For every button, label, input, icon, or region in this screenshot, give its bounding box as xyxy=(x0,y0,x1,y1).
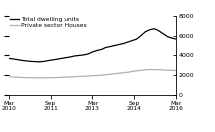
Private sector Houses xyxy=(166,69,169,71)
Private sector Houses xyxy=(12,76,14,78)
Private sector Houses xyxy=(104,74,107,76)
Total dwelling units xyxy=(91,51,94,53)
Private sector Houses xyxy=(175,70,178,71)
Total dwelling units xyxy=(12,58,14,60)
Private sector Houses xyxy=(74,76,76,77)
Private sector Houses xyxy=(29,77,32,79)
Total dwelling units xyxy=(166,36,169,37)
Total dwelling units xyxy=(21,60,23,61)
Total dwelling units xyxy=(82,54,85,56)
Private sector Houses xyxy=(16,76,19,78)
Line: Total dwelling units: Total dwelling units xyxy=(9,29,176,62)
Total dwelling units xyxy=(140,35,142,36)
Total dwelling units xyxy=(56,58,58,60)
Private sector Houses xyxy=(21,77,23,78)
Private sector Houses xyxy=(60,77,63,78)
Total dwelling units xyxy=(175,38,178,40)
Total dwelling units xyxy=(153,28,155,30)
Total dwelling units xyxy=(149,29,151,30)
Private sector Houses xyxy=(65,76,67,78)
Private sector Houses xyxy=(118,72,120,74)
Total dwelling units xyxy=(170,37,173,39)
Total dwelling units xyxy=(47,60,50,61)
Private sector Houses xyxy=(7,76,10,77)
Private sector Houses xyxy=(47,77,50,79)
Total dwelling units xyxy=(51,59,54,61)
Total dwelling units xyxy=(25,60,28,62)
Private sector Houses xyxy=(96,75,98,76)
Total dwelling units xyxy=(96,50,98,51)
Private sector Houses xyxy=(34,77,36,79)
Legend: Total dwelling units, Private sector Houses: Total dwelling units, Private sector Hou… xyxy=(10,17,87,28)
Private sector Houses xyxy=(140,69,142,71)
Private sector Houses xyxy=(170,70,173,71)
Private sector Houses xyxy=(87,75,89,77)
Total dwelling units xyxy=(100,49,103,50)
Private sector Houses xyxy=(38,77,41,79)
Private sector Houses xyxy=(82,76,85,77)
Private sector Houses xyxy=(113,73,116,75)
Private sector Houses xyxy=(144,69,147,71)
Private sector Houses xyxy=(126,71,129,73)
Total dwelling units xyxy=(135,38,138,40)
Private sector Houses xyxy=(153,69,155,70)
Private sector Houses xyxy=(69,76,72,78)
Total dwelling units xyxy=(29,61,32,62)
Private sector Houses xyxy=(135,70,138,72)
Private sector Houses xyxy=(91,75,94,77)
Total dwelling units xyxy=(104,47,107,48)
Total dwelling units xyxy=(162,33,164,34)
Private sector Houses xyxy=(149,69,151,70)
Private sector Houses xyxy=(162,69,164,71)
Total dwelling units xyxy=(131,40,134,41)
Total dwelling units xyxy=(43,61,45,62)
Total dwelling units xyxy=(109,46,111,47)
Total dwelling units xyxy=(34,61,36,62)
Total dwelling units xyxy=(126,41,129,43)
Total dwelling units xyxy=(157,30,160,31)
Private sector Houses xyxy=(56,77,58,78)
Total dwelling units xyxy=(122,43,125,44)
Total dwelling units xyxy=(74,55,76,57)
Private sector Houses xyxy=(100,74,103,76)
Total dwelling units xyxy=(60,58,63,59)
Private sector Houses xyxy=(157,69,160,70)
Total dwelling units xyxy=(65,57,67,58)
Total dwelling units xyxy=(69,56,72,58)
Total dwelling units xyxy=(144,31,147,32)
Total dwelling units xyxy=(38,61,41,63)
Total dwelling units xyxy=(78,55,80,56)
Total dwelling units xyxy=(113,45,116,46)
Total dwelling units xyxy=(87,53,89,55)
Private sector Houses xyxy=(25,77,28,78)
Private sector Houses xyxy=(122,72,125,74)
Private sector Houses xyxy=(109,73,111,75)
Private sector Houses xyxy=(78,76,80,77)
Line: Private sector Houses: Private sector Houses xyxy=(9,69,176,78)
Private sector Houses xyxy=(43,77,45,79)
Private sector Houses xyxy=(131,71,134,72)
Private sector Houses xyxy=(51,77,54,78)
Total dwelling units xyxy=(118,44,120,45)
Total dwelling units xyxy=(16,59,19,60)
Total dwelling units xyxy=(7,58,10,59)
